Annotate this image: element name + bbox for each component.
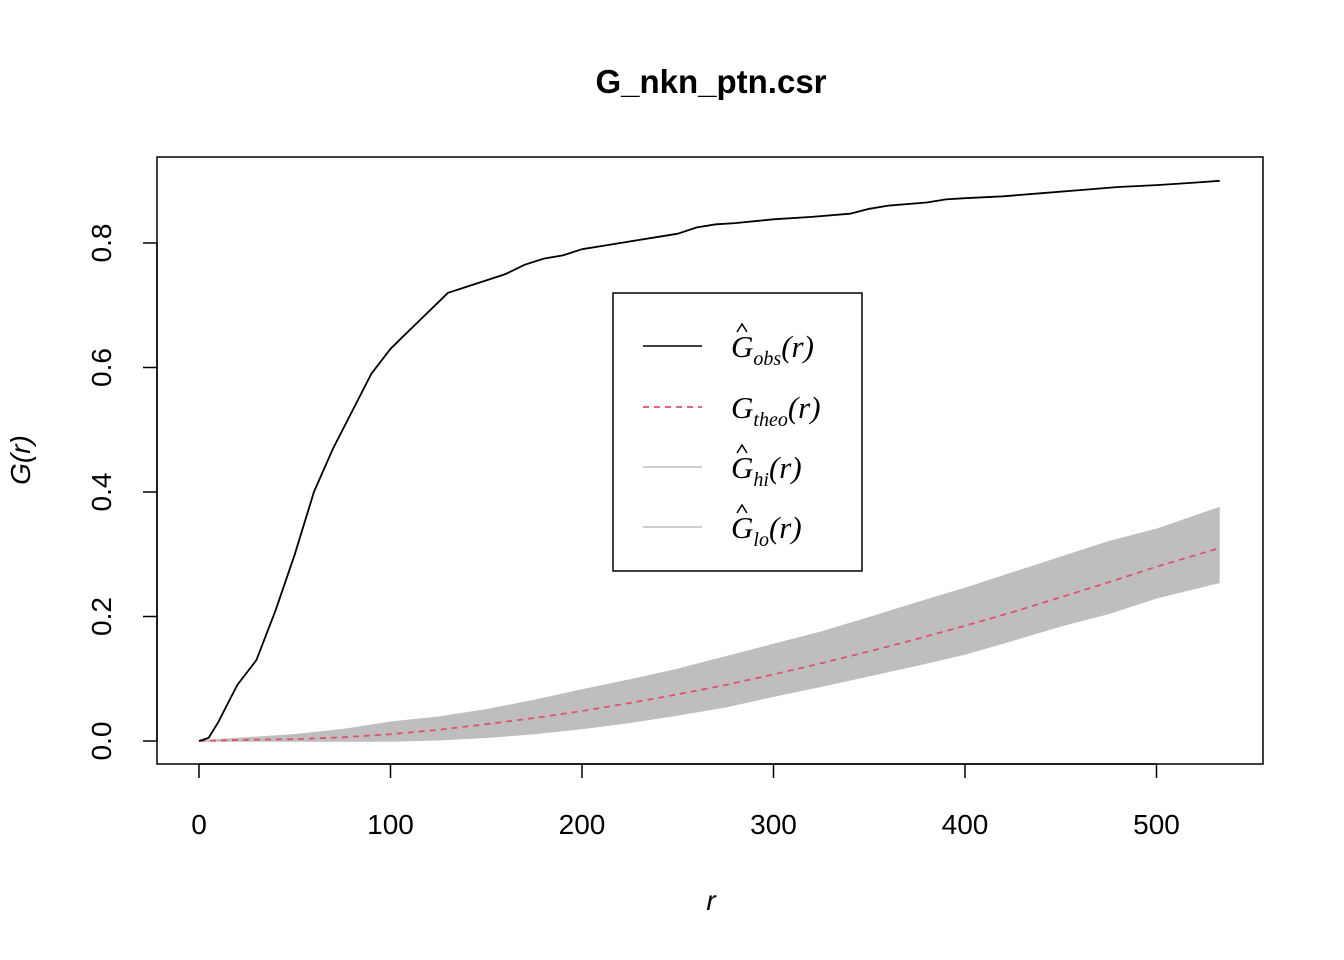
- legend-label-lo: Glo(r): [731, 510, 802, 551]
- y-tick-label: 0.6: [86, 348, 117, 387]
- series-line-lo: [199, 581, 1220, 742]
- y-axis: 0.0 0.2 0.4 0.6 0.8: [86, 224, 158, 761]
- x-axis-label: r: [706, 885, 717, 916]
- x-tick-label: 400: [942, 809, 989, 840]
- legend-label-theo: Gtheo(r): [731, 390, 821, 431]
- chart-title: G_nkn_ptn.csr: [595, 63, 826, 100]
- x-tick-label: 200: [559, 809, 606, 840]
- x-tick-label: 500: [1133, 809, 1180, 840]
- series-line-theo: [198, 547, 1220, 742]
- y-tick-label: 0.0: [86, 722, 117, 761]
- x-tick-label: 300: [750, 809, 797, 840]
- legend-box: [612, 292, 863, 572]
- y-axis-label: G(r): [5, 435, 36, 485]
- series-line-obs: [198, 179, 1220, 742]
- series-line-hi: [198, 506, 1220, 742]
- y-tick-label: 0.4: [86, 473, 117, 512]
- y-tick-label: 0.8: [86, 224, 117, 263]
- legend: Gobs(r) Gtheo(r) Ghi(r) Glo(r): [612, 292, 863, 572]
- series-layer: [198, 179, 1220, 742]
- x-tick-label: 100: [367, 809, 414, 840]
- legend-hat-obs: [736, 322, 748, 333]
- legend-label-obs: Gobs(r): [731, 329, 814, 370]
- envelope-band: [199, 507, 1220, 741]
- x-tick-label: 0: [191, 809, 207, 840]
- legend-label-hi: Ghi(r): [731, 450, 802, 491]
- y-tick-label: 0.2: [86, 597, 117, 636]
- envelope-layer: [199, 507, 1220, 741]
- x-axis: 0 100 200 300 400 500: [191, 763, 1180, 840]
- legend-hat-lo: [736, 503, 748, 514]
- legend-hat-hi: [736, 443, 748, 454]
